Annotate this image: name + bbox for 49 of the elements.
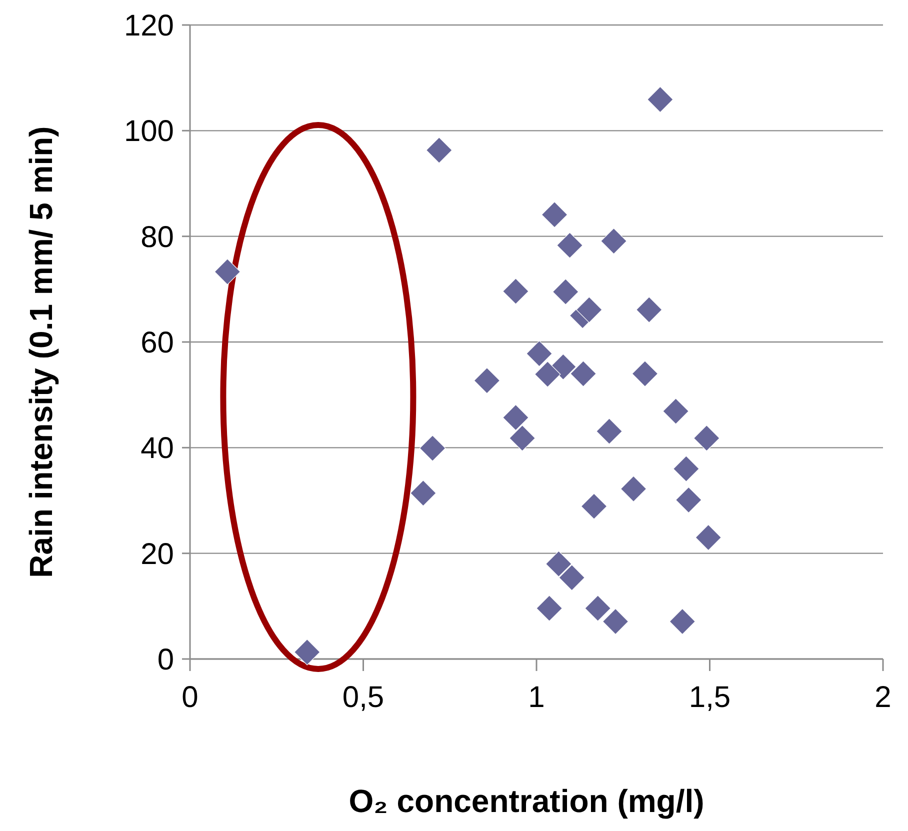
point: [214, 258, 241, 285]
point: [632, 360, 658, 387]
point: [550, 354, 576, 380]
point: [570, 360, 596, 387]
point: [556, 232, 583, 258]
point: [596, 418, 622, 444]
point: [509, 425, 536, 452]
point: [673, 456, 700, 482]
point: [546, 550, 572, 578]
point: [662, 398, 689, 424]
x-tick-label: 2: [874, 681, 892, 714]
point: [526, 340, 552, 367]
y-axis-title: Rain intensity (0.1 mm/ 5 min): [23, 126, 59, 578]
y-tick-label: 120: [124, 10, 174, 42]
point: [474, 367, 500, 394]
point: [647, 86, 674, 113]
point: [576, 296, 602, 323]
x-tick-label: 1: [528, 681, 545, 714]
point: [675, 486, 702, 514]
point: [502, 278, 529, 304]
point: [695, 524, 722, 551]
x-tick-label: 0: [182, 681, 198, 714]
y-tick-label: 40: [140, 432, 174, 466]
y-tick-label: 20: [140, 538, 174, 571]
point: [294, 639, 320, 666]
y-tick-label: 80: [140, 220, 174, 254]
x-tick-label: 1,5: [688, 681, 731, 714]
point: [584, 595, 611, 622]
y-tick-label: 0: [157, 644, 174, 676]
x-axis-title: O₂ concentration (mg/l): [348, 783, 704, 819]
point: [636, 296, 662, 323]
point: [502, 404, 529, 431]
point: [552, 278, 579, 305]
point: [410, 480, 436, 506]
point: [669, 608, 696, 635]
point: [558, 564, 585, 591]
point: [693, 425, 720, 452]
point: [580, 493, 608, 520]
point: [426, 137, 452, 164]
point: [536, 595, 562, 622]
point: [534, 361, 561, 388]
y-tick-label: 60: [140, 326, 174, 360]
point: [541, 202, 568, 228]
point: [419, 435, 446, 462]
point: [620, 476, 647, 502]
y-tick-label: 100: [124, 115, 174, 148]
point: [602, 608, 629, 635]
x-tick-label: 0,5: [342, 681, 384, 714]
point: [600, 228, 627, 254]
